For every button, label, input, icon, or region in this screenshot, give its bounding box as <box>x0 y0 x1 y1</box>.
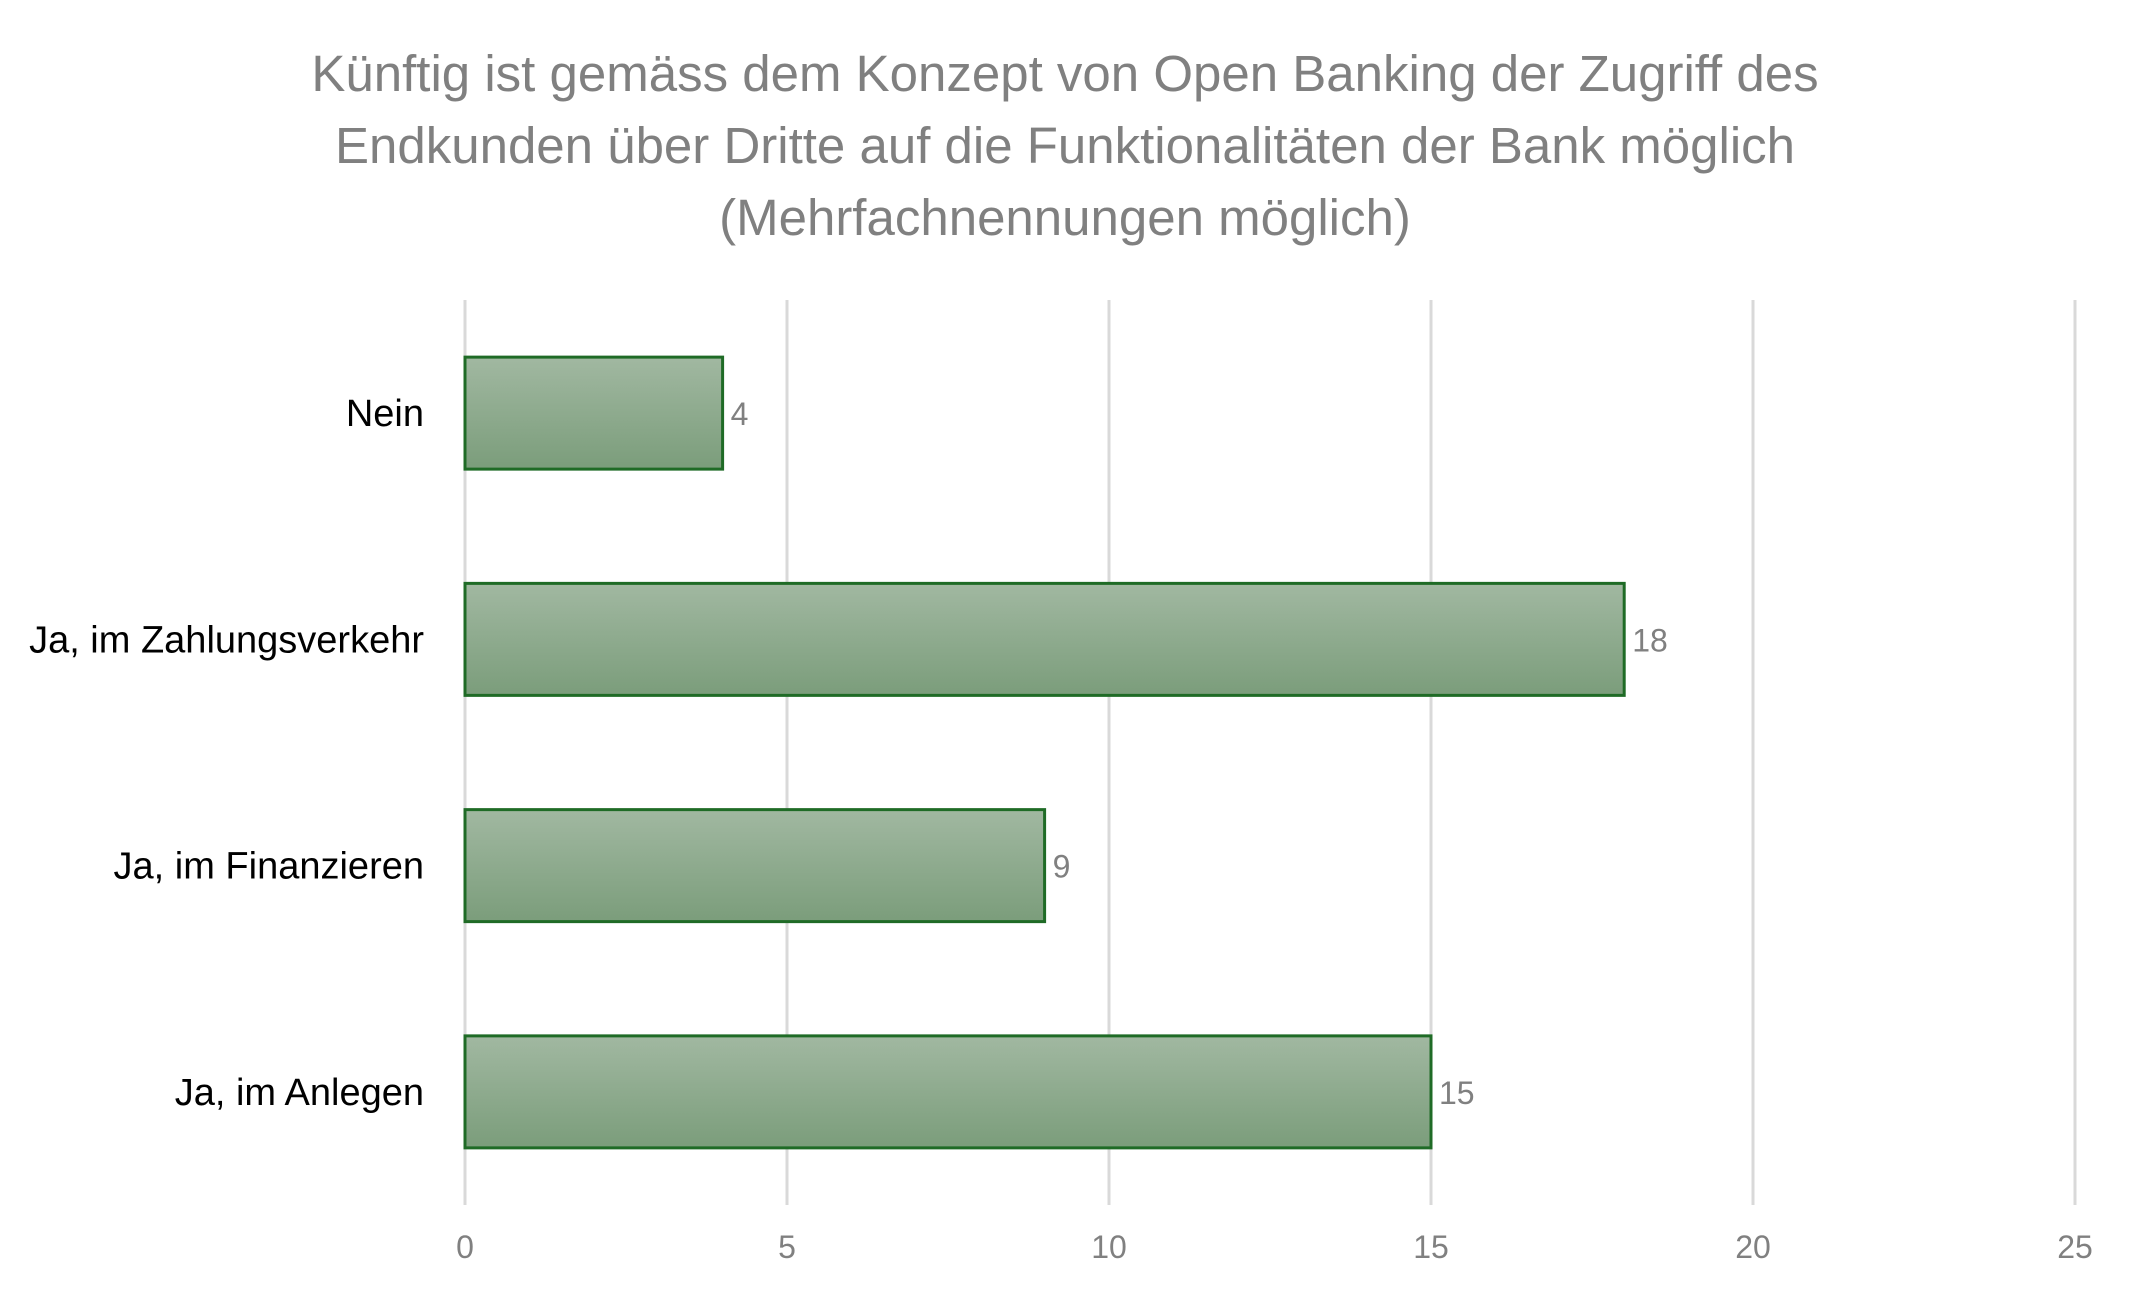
x-tick-label-5: 5 <box>778 1229 796 1265</box>
data-label-2: 9 <box>1053 849 1071 885</box>
bars <box>463 355 1626 1150</box>
x-tick-label-20: 20 <box>1735 1229 1771 1265</box>
data-label-3: 15 <box>1439 1075 1475 1111</box>
chart-title-line-2: Endkunden über Dritte auf die Funktional… <box>334 117 1796 174</box>
chart-title: Künftig ist gemäss dem Konzept von Open … <box>160 38 1970 254</box>
chart-title-line-3: (Mehrfachnennungen möglich) <box>719 189 1411 246</box>
bar-0 <box>463 355 725 471</box>
labels: 0 5 10 15 20 25 Nein 4 Ja, im Zahlungsverkehr 18 J… <box>29 393 2093 1265</box>
data-label-1: 18 <box>1632 622 1668 658</box>
x-tick-label-15: 15 <box>1413 1229 1449 1265</box>
x-tick-label-0: 0 <box>456 1229 474 1265</box>
bar-3 <box>463 1034 1433 1150</box>
category-label-2: Ja, im Finanzieren <box>114 846 424 888</box>
chart-title-line-1: Künftig ist gemäss dem Konzept von Open … <box>311 45 1819 102</box>
category-label-3: Ja, im Anlegen <box>175 1072 424 1114</box>
x-tick-label-10: 10 <box>1091 1229 1127 1265</box>
bar-2 <box>463 808 1047 924</box>
category-label-1: Ja, im Zahlungsverkehr <box>29 619 424 661</box>
x-tick-label-25: 25 <box>2057 1229 2093 1265</box>
category-label-0: Nein <box>346 393 424 435</box>
data-label-0: 4 <box>731 396 749 432</box>
bar-1 <box>463 581 1626 697</box>
